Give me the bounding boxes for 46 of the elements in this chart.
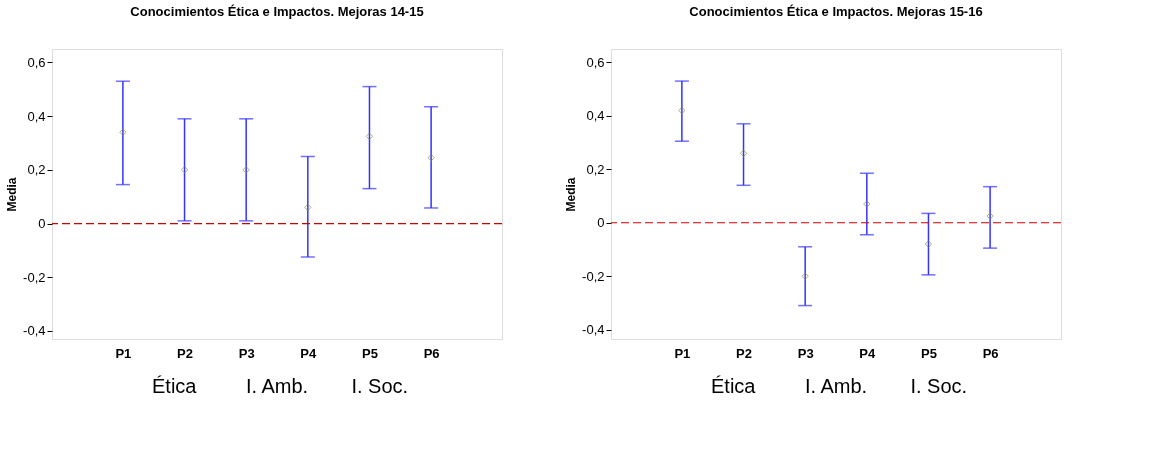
point: [242, 166, 250, 174]
chart-title: Conocimientos Ética e Impactos. Mejoras 14-15: [130, 4, 424, 19]
y-tick-label: 0: [597, 215, 605, 231]
point: [678, 106, 686, 115]
x-tick-label: P2: [736, 345, 752, 361]
text: I. Amb.: [804, 375, 868, 397]
point: [863, 200, 871, 208]
x-tick-label: P6: [423, 345, 440, 361]
text: Ética: [711, 375, 757, 397]
text: Ética: [152, 375, 198, 397]
y-tick-label: 0,4: [586, 108, 605, 124]
x-tick-label: P3: [797, 345, 814, 361]
x-tick-label: P2: [177, 345, 193, 361]
y-tick-label: 0,4: [27, 108, 46, 124]
x-tick-label: P4: [300, 345, 318, 361]
y-tick-label: 0,2: [586, 161, 605, 177]
y-tick-label: -0,4: [23, 323, 46, 339]
point: [924, 240, 933, 248]
point: [427, 154, 435, 162]
x-tick-label: P5: [921, 345, 937, 361]
text: I. Soc.: [910, 375, 968, 397]
x-tick-label: P4: [859, 345, 877, 361]
point: [739, 149, 748, 157]
x-tick-label: P3: [238, 345, 255, 361]
point: [801, 272, 809, 280]
y-tick-label: 0,6: [27, 54, 46, 70]
x-tick-label: P5: [362, 345, 378, 361]
text: I. Soc.: [351, 375, 409, 397]
point: [365, 132, 374, 140]
y-tick-label: 0,2: [27, 162, 46, 178]
y-tick-label: 0: [38, 216, 46, 232]
y-tick-label: 0,6: [586, 54, 605, 70]
y-tick-label: -0,2: [23, 269, 46, 285]
point: [304, 203, 312, 212]
point: [986, 212, 994, 220]
x-tick-label: P6: [982, 345, 999, 361]
x-tick-label: P1: [115, 345, 132, 361]
y-tick-label: -0,4: [582, 322, 605, 338]
chart-title: Conocimientos Ética e Impactos. Mejoras 15-16: [689, 4, 983, 19]
point: [119, 128, 127, 136]
y-axis-title: Media: [564, 177, 579, 212]
y-axis-title: Media: [5, 177, 20, 212]
text: I. Amb.: [245, 375, 309, 397]
point: [180, 166, 189, 174]
y-tick-label: -0,2: [582, 268, 605, 284]
x-tick-label: P1: [674, 345, 691, 361]
